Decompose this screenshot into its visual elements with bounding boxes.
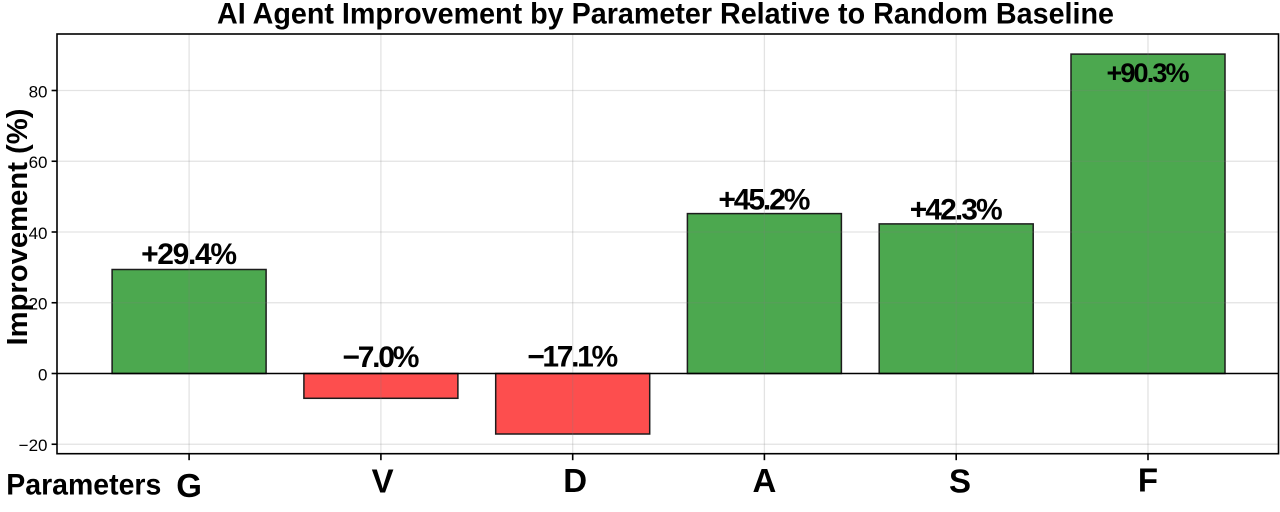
svg-text:40: 40	[29, 224, 48, 243]
svg-text:−17.1%: −17.1%	[527, 341, 618, 374]
svg-text:A: A	[752, 462, 776, 499]
svg-text:D: D	[563, 462, 587, 499]
svg-text:AI Agent Improvement by Parame: AI Agent Improvement by Parameter Relati…	[217, 0, 1114, 31]
svg-text:+45.2%: +45.2%	[718, 183, 810, 216]
svg-text:+42.3%: +42.3%	[910, 193, 1003, 226]
svg-text:−20: −20	[19, 436, 48, 455]
svg-text:Improvement (%): Improvement (%)	[2, 108, 34, 345]
svg-text:G: G	[176, 467, 202, 504]
svg-text:+90.3%: +90.3%	[1107, 58, 1190, 88]
svg-text:60: 60	[29, 153, 48, 172]
svg-text:S: S	[949, 463, 971, 500]
svg-text:Parameters: Parameters	[6, 469, 161, 502]
svg-text:0: 0	[38, 365, 47, 384]
svg-text:80: 80	[29, 82, 48, 101]
svg-text:−7.0%: −7.0%	[342, 341, 419, 374]
svg-text:+29.4%: +29.4%	[141, 238, 237, 271]
svg-text:V: V	[372, 463, 394, 500]
svg-text:F: F	[1138, 462, 1158, 499]
svg-text:20: 20	[29, 295, 48, 314]
